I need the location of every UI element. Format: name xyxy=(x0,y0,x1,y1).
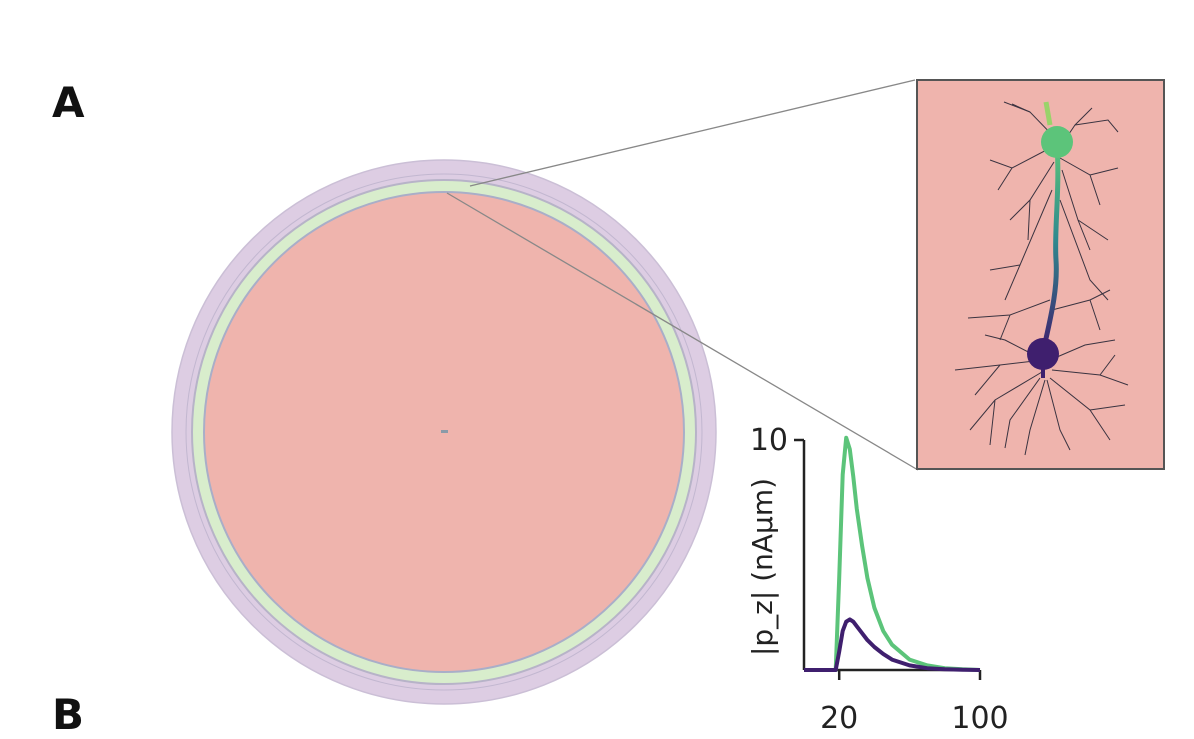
dipole-chart: 10 20 100 |p_z| (nAµm) xyxy=(746,423,1009,736)
x-tick-label: 20 xyxy=(820,701,858,736)
zoom-line-top xyxy=(469,79,916,187)
dendrite-tree xyxy=(954,101,1129,456)
head-model xyxy=(171,159,717,705)
inset-frame xyxy=(916,79,1165,470)
y-axis-label: |p_z| (nAµm) xyxy=(746,478,779,656)
neuron-inset xyxy=(916,79,1165,470)
y-tick-label: 10 xyxy=(750,423,788,458)
panel-label-a: A xyxy=(52,78,85,127)
apical-dipole-marker xyxy=(1041,126,1073,158)
series-line-1 xyxy=(804,435,981,672)
zoom-line-bottom xyxy=(446,192,919,471)
panel-label-b: B xyxy=(52,690,85,739)
x-tick-label: 100 xyxy=(951,701,1008,736)
series-line-2 xyxy=(804,617,981,672)
apical-shaft xyxy=(1040,144,1061,353)
apical-tip xyxy=(1043,101,1053,126)
basal-dipole-marker xyxy=(1027,338,1059,370)
center-marker xyxy=(441,430,448,433)
